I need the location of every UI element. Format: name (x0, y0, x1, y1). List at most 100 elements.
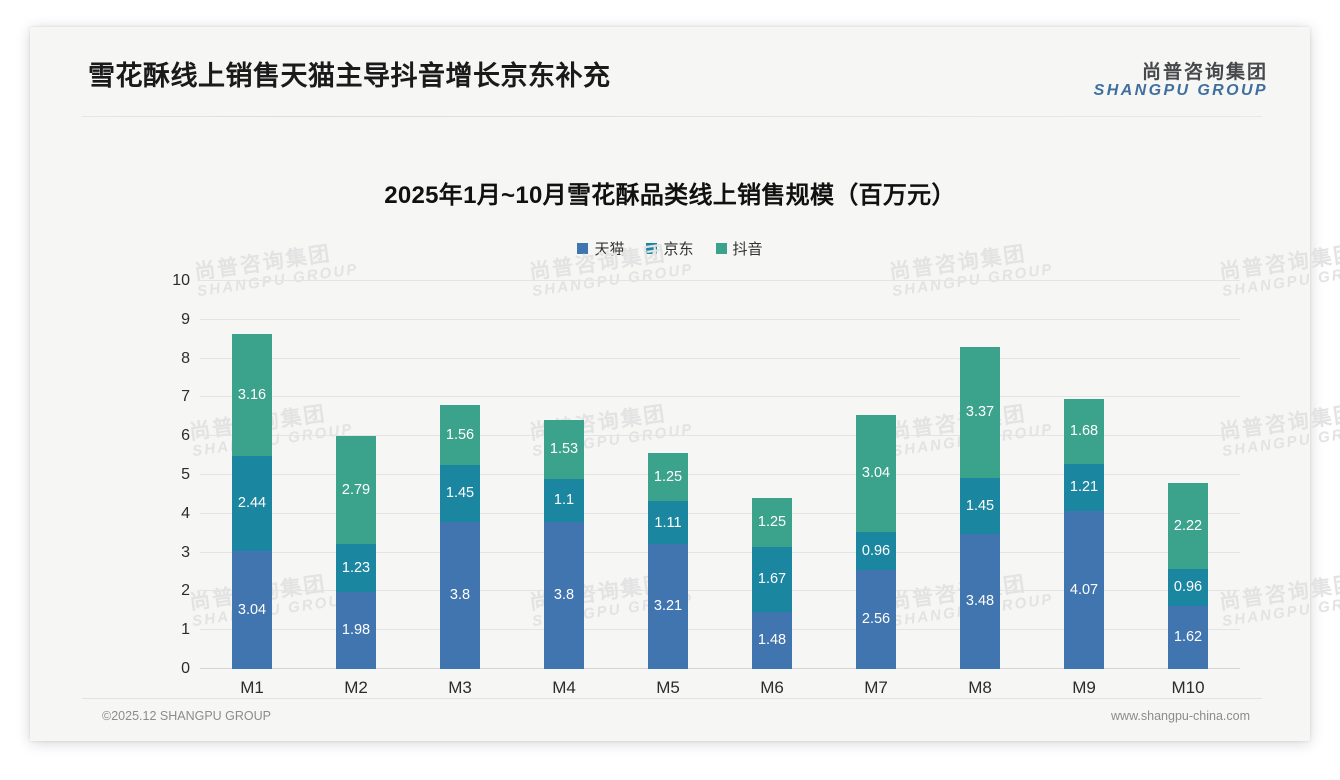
bar-value-label: 1.53 (549, 440, 579, 457)
bar-segment[interactable]: 3.04 (856, 414, 896, 533)
y-axis-tick-label: 7 (181, 388, 190, 406)
chart-gridline (200, 280, 1240, 281)
legend-item-2[interactable]: 抖音 (715, 238, 763, 259)
chart-inner-area: 尚普咨询集团 SHANGPU GROUP 尚普咨询集团 SHANGPU GROUP 尚普… (172, 242, 1340, 697)
bar-group[interactable]: 1.48 1.67 1.25 (752, 498, 792, 669)
legend-item-1[interactable]: 京东 (646, 238, 694, 259)
bar-group[interactable]: 4.07 1.21 1.68 (1064, 398, 1104, 669)
bar-segment[interactable]: 3.16 (232, 333, 272, 457)
chart-legend: 天猫 京东 抖音 (30, 238, 1310, 259)
footer-copyright: ©2025.12 SHANGPU GROUP (102, 709, 271, 723)
bar-value-label: 1.67 (757, 570, 787, 587)
bar-value-label: 1.1 (553, 491, 575, 508)
bar-group[interactable]: 1.62 0.96 2.22 (1168, 482, 1208, 669)
x-axis-tick-label: M8 (968, 678, 992, 697)
y-axis-tick-label: 9 (181, 310, 190, 328)
bar-value-label: 1.48 (757, 632, 787, 649)
bar-value-label: 1.25 (757, 514, 787, 531)
chart-gridline (200, 474, 1240, 475)
bar-segment[interactable]: 1.53 (544, 419, 584, 479)
chart-title: 2025年1月~10月雪花酥品类线上销售规模（百万元） (384, 182, 956, 209)
bar-value-label: 2.56 (861, 611, 891, 628)
bar-value-label: 4.07 (1069, 581, 1099, 598)
bar-segment[interactable]: 1.45 (960, 477, 1000, 534)
chart-plot-area: 尚普咨询集团 SHANGPU GROUP 尚普咨询集团 SHANGPU GROUP 尚普… (172, 242, 1340, 697)
bar-value-label: 3.04 (861, 465, 891, 482)
x-axis-tick-label: M2 (344, 678, 368, 697)
chart-gridline (200, 318, 1240, 320)
bar-segment[interactable]: 0.96 (1168, 568, 1208, 607)
bar-value-label: 3.8 (553, 587, 575, 604)
bar-segment[interactable]: 1.23 (336, 544, 376, 593)
bar-segment[interactable]: 3.8 (440, 521, 480, 669)
bar-group[interactable]: 1.98 1.23 2.79 (336, 436, 376, 669)
bar-segment[interactable]: 2.56 (856, 569, 896, 669)
bar-value-label: 1.45 (965, 497, 995, 514)
legend-swatch-icon (577, 243, 589, 254)
header-divider (82, 116, 1262, 117)
bar-segment[interactable]: 3.37 (960, 346, 1000, 478)
chart-gridline (200, 551, 1240, 553)
bar-segment[interactable]: 1.11 (648, 501, 688, 545)
bar-segment[interactable]: 2.79 (336, 436, 376, 545)
bar-value-label: 1.56 (445, 426, 475, 443)
bar-segment[interactable]: 1.68 (1064, 398, 1104, 465)
y-axis-tick-label: 0 (181, 660, 190, 677)
y-axis-tick-label: 1 (181, 621, 190, 639)
chart-gridline (200, 629, 1240, 631)
legend-swatch-icon (646, 243, 658, 254)
bar-segment[interactable]: 2.22 (1168, 482, 1208, 569)
brand-logo-en: SHANGPU GROUP (1093, 81, 1268, 99)
legend-item-0[interactable]: 天猫 (577, 238, 624, 259)
bar-segment[interactable]: 0.96 (856, 532, 896, 570)
bar-group[interactable]: 3.48 1.45 3.37 (960, 346, 1000, 669)
bar-segment[interactable]: 3.8 (544, 521, 584, 669)
bar-segment[interactable]: 1.1 (544, 478, 584, 522)
y-axis-tick-label: 4 (181, 504, 190, 522)
chart-gridline (200, 396, 1240, 398)
bar-segment[interactable]: 1.56 (440, 404, 480, 466)
y-axis-tick-label: 8 (181, 349, 190, 367)
bar-group[interactable]: 3.8 1.1 1.53 (544, 419, 584, 669)
bar-segment[interactable]: 4.07 (1064, 511, 1104, 669)
legend-label: 天猫 (594, 241, 625, 258)
x-axis-tick-label: M10 (1171, 678, 1205, 697)
bar-segment[interactable]: 1.67 (752, 546, 792, 612)
bar-segment[interactable]: 1.21 (1064, 464, 1104, 512)
chart-gridline (200, 512, 1240, 514)
bar-group[interactable]: 3.04 2.44 3.16 (232, 333, 272, 669)
bar-segment[interactable]: 1.25 (752, 498, 792, 547)
chart-gridline (200, 435, 1240, 437)
bar-value-label: 1.62 (1173, 629, 1203, 646)
chart-gridline (200, 357, 1240, 359)
bar-group[interactable]: 2.56 0.96 3.04 (856, 414, 896, 669)
footer-divider (82, 698, 1262, 699)
bar-segment[interactable]: 3.04 (232, 551, 272, 669)
bar-value-label: 3.8 (449, 587, 471, 604)
bar-value-label: 3.37 (965, 404, 995, 421)
bar-value-label: 1.21 (1069, 479, 1099, 496)
bar-segment[interactable]: 2.44 (232, 456, 272, 552)
bar-value-label: 1.11 (654, 514, 682, 531)
bar-segment[interactable]: 1.62 (1168, 606, 1208, 669)
footer-website: www.shangpu-china.com (1111, 709, 1250, 723)
legend-label: 抖音 (732, 241, 763, 258)
bar-group[interactable]: 3.21 1.11 1.25 (648, 452, 688, 669)
slide-page: 雪花酥线上销售天猫主导抖音增长京东补充 尚普咨询集团 SHANGPU GROUP… (30, 27, 1340, 741)
brand-logo-cn: 尚普咨询集团 (1141, 62, 1268, 83)
bar-segment[interactable]: 1.45 (440, 465, 480, 522)
bar-segment[interactable]: 1.48 (752, 611, 792, 669)
bar-value-label: 1.98 (341, 622, 371, 639)
y-axis-tick-label: 5 (181, 466, 190, 483)
bar-value-label: 2.22 (1173, 517, 1203, 534)
bar-segment[interactable]: 3.21 (648, 544, 688, 669)
bar-segment[interactable]: 1.25 (648, 452, 688, 502)
bar-segment[interactable]: 1.98 (336, 592, 376, 669)
bar-group[interactable]: 3.8 1.45 1.56 (440, 404, 480, 669)
bar-value-label: 2.79 (341, 482, 371, 499)
bar-value-label: 1.68 (1069, 423, 1099, 440)
x-axis-tick-label: M1 (240, 678, 264, 697)
chart-bars-layer: 0 1 2 3 4 5 6 7 8 9 10 3.04 2.44 3.16 M1 1.98 1.23 2.79 M2… (172, 272, 1240, 697)
bar-value-label: 1.45 (445, 485, 475, 502)
bar-segment[interactable]: 3.48 (960, 533, 1000, 669)
